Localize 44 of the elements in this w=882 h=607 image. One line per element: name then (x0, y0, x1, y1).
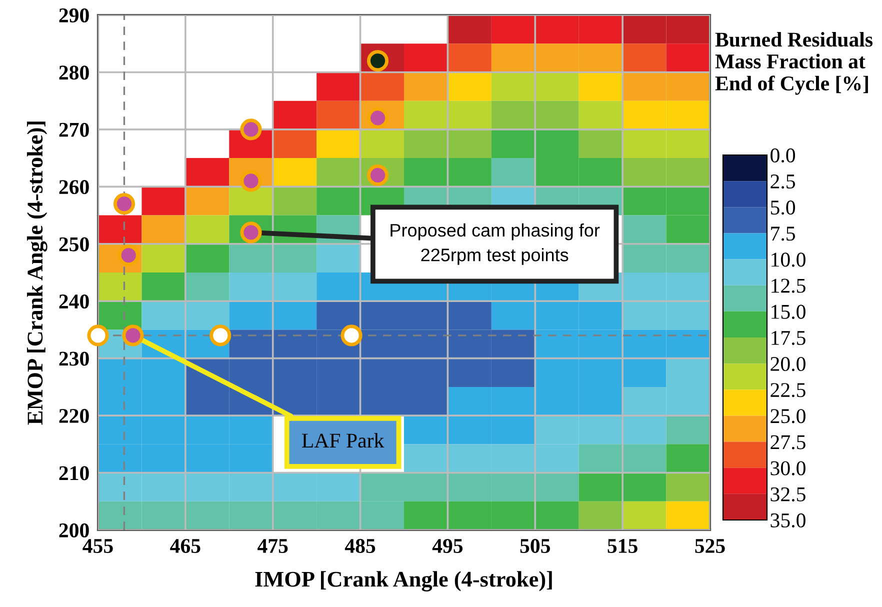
color-bar-label: 32.5 (770, 487, 806, 502)
color-bar-label: 27.5 (770, 435, 806, 450)
x-axis-title: IMOP [Crank Angle (4-stroke)] (255, 571, 552, 592)
x-tick-label: 485 (344, 538, 376, 553)
color-bar-label: 15.0 (772, 304, 806, 319)
y-tick-label: 290 (59, 8, 89, 22)
color-bar-label: 30.0 (770, 461, 806, 476)
y-axis-title: EMOP [Crank Angle (4-stroke)] (26, 122, 48, 425)
point (87, 324, 109, 346)
point (210, 324, 232, 346)
y-tick-label: 210 (59, 466, 89, 480)
color-bar-label: 5.0 (770, 200, 796, 215)
color-bar-label: 7.5 (771, 226, 796, 241)
x-tick-label: 495 (432, 538, 463, 553)
x-tick-label: 465 (170, 538, 200, 553)
y-tick-label: 200 (59, 523, 89, 538)
color-bar-label: 25.0 (770, 409, 806, 424)
x-tick-label: 515 (608, 539, 638, 553)
annotation: Proposed cam phasing for 225rpm test points (390, 223, 600, 265)
x-tick-label: 525 (695, 538, 725, 553)
color-bar-label: 22.5 (770, 383, 806, 398)
color-bar-label: 20.0 (770, 356, 806, 372)
y-tick-label: 230 (59, 352, 89, 366)
y-tick-label: 260 (59, 180, 89, 194)
y-tick-label: 280 (59, 66, 89, 80)
point (113, 193, 136, 215)
color-bar-label: 12.5 (772, 278, 806, 293)
y-tick-label: 220 (59, 408, 89, 423)
x-tick-label: 475 (258, 539, 288, 553)
point (340, 324, 362, 346)
color-bar-label: 2.5 (770, 174, 796, 189)
color-bar-label: 35.0 (770, 513, 806, 528)
annotation: LAF Park (302, 433, 384, 448)
point (122, 324, 144, 346)
point (240, 118, 262, 140)
color-bar-title: Burned Residuals Mass Fraction at End of Cycle [%] (715, 32, 873, 95)
y-tick-label: 240 (59, 294, 89, 309)
color-bar-label: 17.5 (772, 330, 806, 346)
x-tick-label: 455 (82, 539, 113, 553)
y-tick-label: 270 (59, 122, 89, 137)
color-bar-label: 10.0 (772, 252, 806, 267)
color-bar-label: 0.0 (770, 148, 796, 163)
y-tick-label: 250 (59, 237, 89, 252)
x-tick-label: 505 (520, 538, 550, 553)
